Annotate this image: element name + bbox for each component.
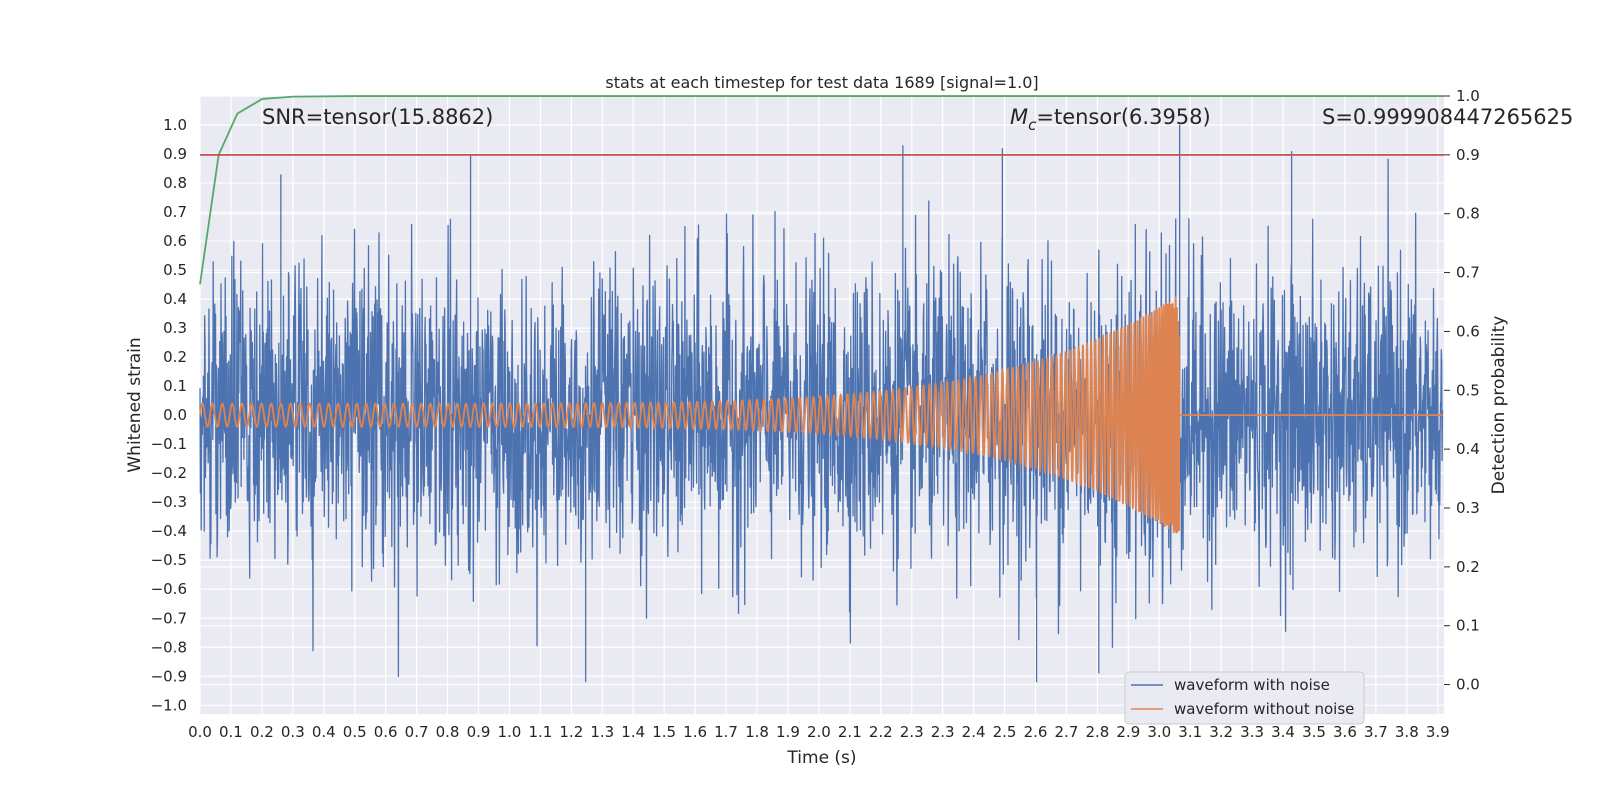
x-tick-label: 2.6 <box>1024 723 1048 741</box>
chirp-mass-symbol: M <box>1010 105 1028 129</box>
y2-axis-ticks: 1.0 0.9 0.8 0.7 0.6 0.5 0.4 0.3 0.2 0.1 0.0 <box>1444 87 1480 694</box>
y-tick-label: 0.6 <box>163 232 187 250</box>
y-tick-label: −0.8 <box>151 638 187 656</box>
line-detection-probability <box>199 95 1444 285</box>
x-tick-label: 2.5 <box>993 723 1017 741</box>
x-tick-label: 3.7 <box>1364 723 1388 741</box>
y2-tick-label: 0.6 <box>1456 322 1480 340</box>
line-waveform-with-noise <box>199 125 1444 683</box>
y2-tick-label: 0.4 <box>1456 440 1480 458</box>
x-tick-label: 1.3 <box>590 723 614 741</box>
x-tick-label: 1.7 <box>714 723 738 741</box>
y-tick-label: 0.7 <box>163 203 187 221</box>
x-tick-label: 3.4 <box>1271 723 1295 741</box>
chirp-mass-subscript: c <box>1028 116 1037 134</box>
y-tick-label: 0.1 <box>163 377 187 395</box>
x-axis-ticks: 0.0 0.1 0.2 0.3 0.4 0.5 0.6 0.7 0.8 0.9 1.0 1.1 1.2 1… <box>188 723 1450 741</box>
y-tick-label: −1.0 <box>151 696 187 714</box>
x-tick-label: 1.2 <box>559 723 583 741</box>
y-tick-label: −0.1 <box>151 435 187 453</box>
x-tick-label: 3.1 <box>1178 723 1202 741</box>
y-tick-label: −0.6 <box>151 580 187 598</box>
x-tick-label: 1.4 <box>621 723 645 741</box>
y-tick-label: −0.9 <box>151 667 187 685</box>
x-tick-label: 0.8 <box>436 723 460 741</box>
x-tick-label: 0.1 <box>219 723 243 741</box>
y-tick-label: 0.8 <box>163 174 187 192</box>
chirp-mass-value: =tensor(6.3958) <box>1036 105 1210 129</box>
x-tick-label: 3.0 <box>1147 723 1171 741</box>
x-tick-label: 2.4 <box>962 723 986 741</box>
x-axis-label: Time (s) <box>786 748 856 768</box>
x-tick-label: 1.0 <box>498 723 522 741</box>
x-tick-label: 1.6 <box>683 723 707 741</box>
x-tick-label: 2.9 <box>1116 723 1140 741</box>
x-tick-label: 0.5 <box>343 723 367 741</box>
legend-label-without-noise: waveform without noise <box>1174 700 1354 718</box>
y2-axis-label: Detection probability <box>1489 316 1509 495</box>
y2-tick-label: 0.2 <box>1456 558 1480 576</box>
y2-tick-label: 0.9 <box>1456 146 1480 164</box>
x-tick-label: 2.3 <box>931 723 955 741</box>
x-tick-label: 0.0 <box>188 723 212 741</box>
y2-tick-label: 0.5 <box>1456 381 1480 399</box>
snr-annotation: SNR=tensor(15.8862) <box>262 105 493 129</box>
chart-title: stats at each timestep for test data 168… <box>605 73 1038 92</box>
x-tick-label: 1.5 <box>652 723 676 741</box>
s-annotation: S=0.999908447265625 <box>1322 105 1573 129</box>
y-tick-label: −0.3 <box>151 493 187 511</box>
y2-tick-label: 1.0 <box>1456 87 1480 105</box>
x-tick-label: 2.7 <box>1055 723 1079 741</box>
legend-box <box>1124 671 1365 725</box>
x-tick-label: 3.3 <box>1240 723 1264 741</box>
y-tick-label: 0.4 <box>163 290 187 308</box>
x-tick-label: 3.8 <box>1395 723 1419 741</box>
x-tick-label: 0.9 <box>467 723 491 741</box>
y2-tick-label: 0.8 <box>1456 205 1480 223</box>
x-tick-label: 0.3 <box>281 723 305 741</box>
line-waveform-without-noise <box>199 296 1443 534</box>
x-tick-label: 1.8 <box>745 723 769 741</box>
y-tick-label: −0.5 <box>151 551 187 569</box>
x-tick-label: 3.6 <box>1333 723 1357 741</box>
legend-label-with-noise: waveform with noise <box>1174 676 1330 694</box>
y-tick-label: −0.7 <box>151 609 187 627</box>
y-axis-ticks: 1.0 0.9 0.8 0.7 0.6 0.5 0.4 0.3 0.2 0.1 0.0 −0.1 −0.… <box>151 116 187 714</box>
x-tick-label: 3.9 <box>1426 723 1450 741</box>
y2-tick-label: 0.7 <box>1456 264 1480 282</box>
x-tick-label: 0.6 <box>374 723 398 741</box>
x-tick-label: 3.5 <box>1302 723 1326 741</box>
x-tick-label: 2.1 <box>838 723 862 741</box>
series-waveform-without-noise <box>199 296 1443 534</box>
y-tick-label: 0.2 <box>163 348 187 366</box>
chirp-mass-annotation: Mc=tensor(6.3958) <box>1010 105 1211 134</box>
y-tick-label: −0.2 <box>151 464 187 482</box>
x-tick-label: 0.2 <box>250 723 274 741</box>
series-waveform-with-noise <box>199 125 1444 683</box>
y-tick-label: 0.3 <box>163 319 187 337</box>
legend: waveform with noise waveform without noi… <box>1124 671 1365 725</box>
y-tick-label: 0.9 <box>163 145 187 163</box>
y-tick-label: 0.5 <box>163 261 187 279</box>
x-tick-label: 2.0 <box>807 723 831 741</box>
y-tick-label: 0.0 <box>163 406 187 424</box>
y-tick-label: −0.4 <box>151 522 187 540</box>
y-axis-label: Whitened strain <box>125 337 145 472</box>
y2-tick-label: 0.3 <box>1456 499 1480 517</box>
x-tick-label: 2.3 <box>900 723 924 741</box>
x-tick-label: 2.2 <box>869 723 893 741</box>
x-tick-label: 1.9 <box>776 723 800 741</box>
series-detection-probability <box>199 95 1444 285</box>
y2-tick-label: 0.0 <box>1456 676 1480 694</box>
x-tick-label: 1.1 <box>528 723 552 741</box>
x-tick-label: 0.4 <box>312 723 336 741</box>
x-tick-label: 2.8 <box>1085 723 1109 741</box>
y-tick-label: 1.0 <box>163 116 187 134</box>
y2-tick-label: 0.1 <box>1456 617 1480 635</box>
x-tick-label: 3.2 <box>1209 723 1233 741</box>
x-tick-label: 0.7 <box>405 723 429 741</box>
